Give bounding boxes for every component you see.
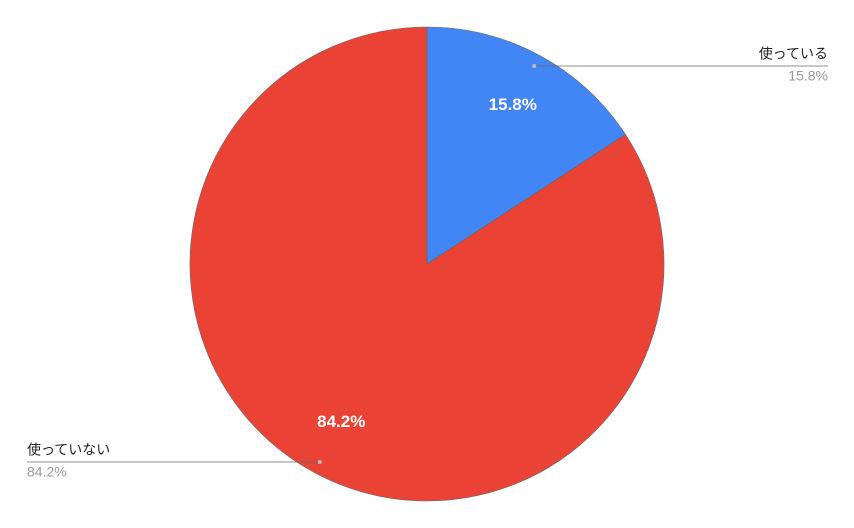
pie-slice <box>426 26 626 265</box>
pie-slice <box>189 26 665 502</box>
legend-value: 84.2% <box>27 464 67 480</box>
legend-label: 使っていない <box>27 442 110 458</box>
leader-dot <box>317 459 322 464</box>
legend-label: 使っている <box>759 46 828 62</box>
slice-label: 84.2% <box>317 412 365 431</box>
leader-dot <box>532 64 537 69</box>
slice-label: 15.8% <box>489 95 537 114</box>
legend-value: 15.8% <box>788 68 828 84</box>
